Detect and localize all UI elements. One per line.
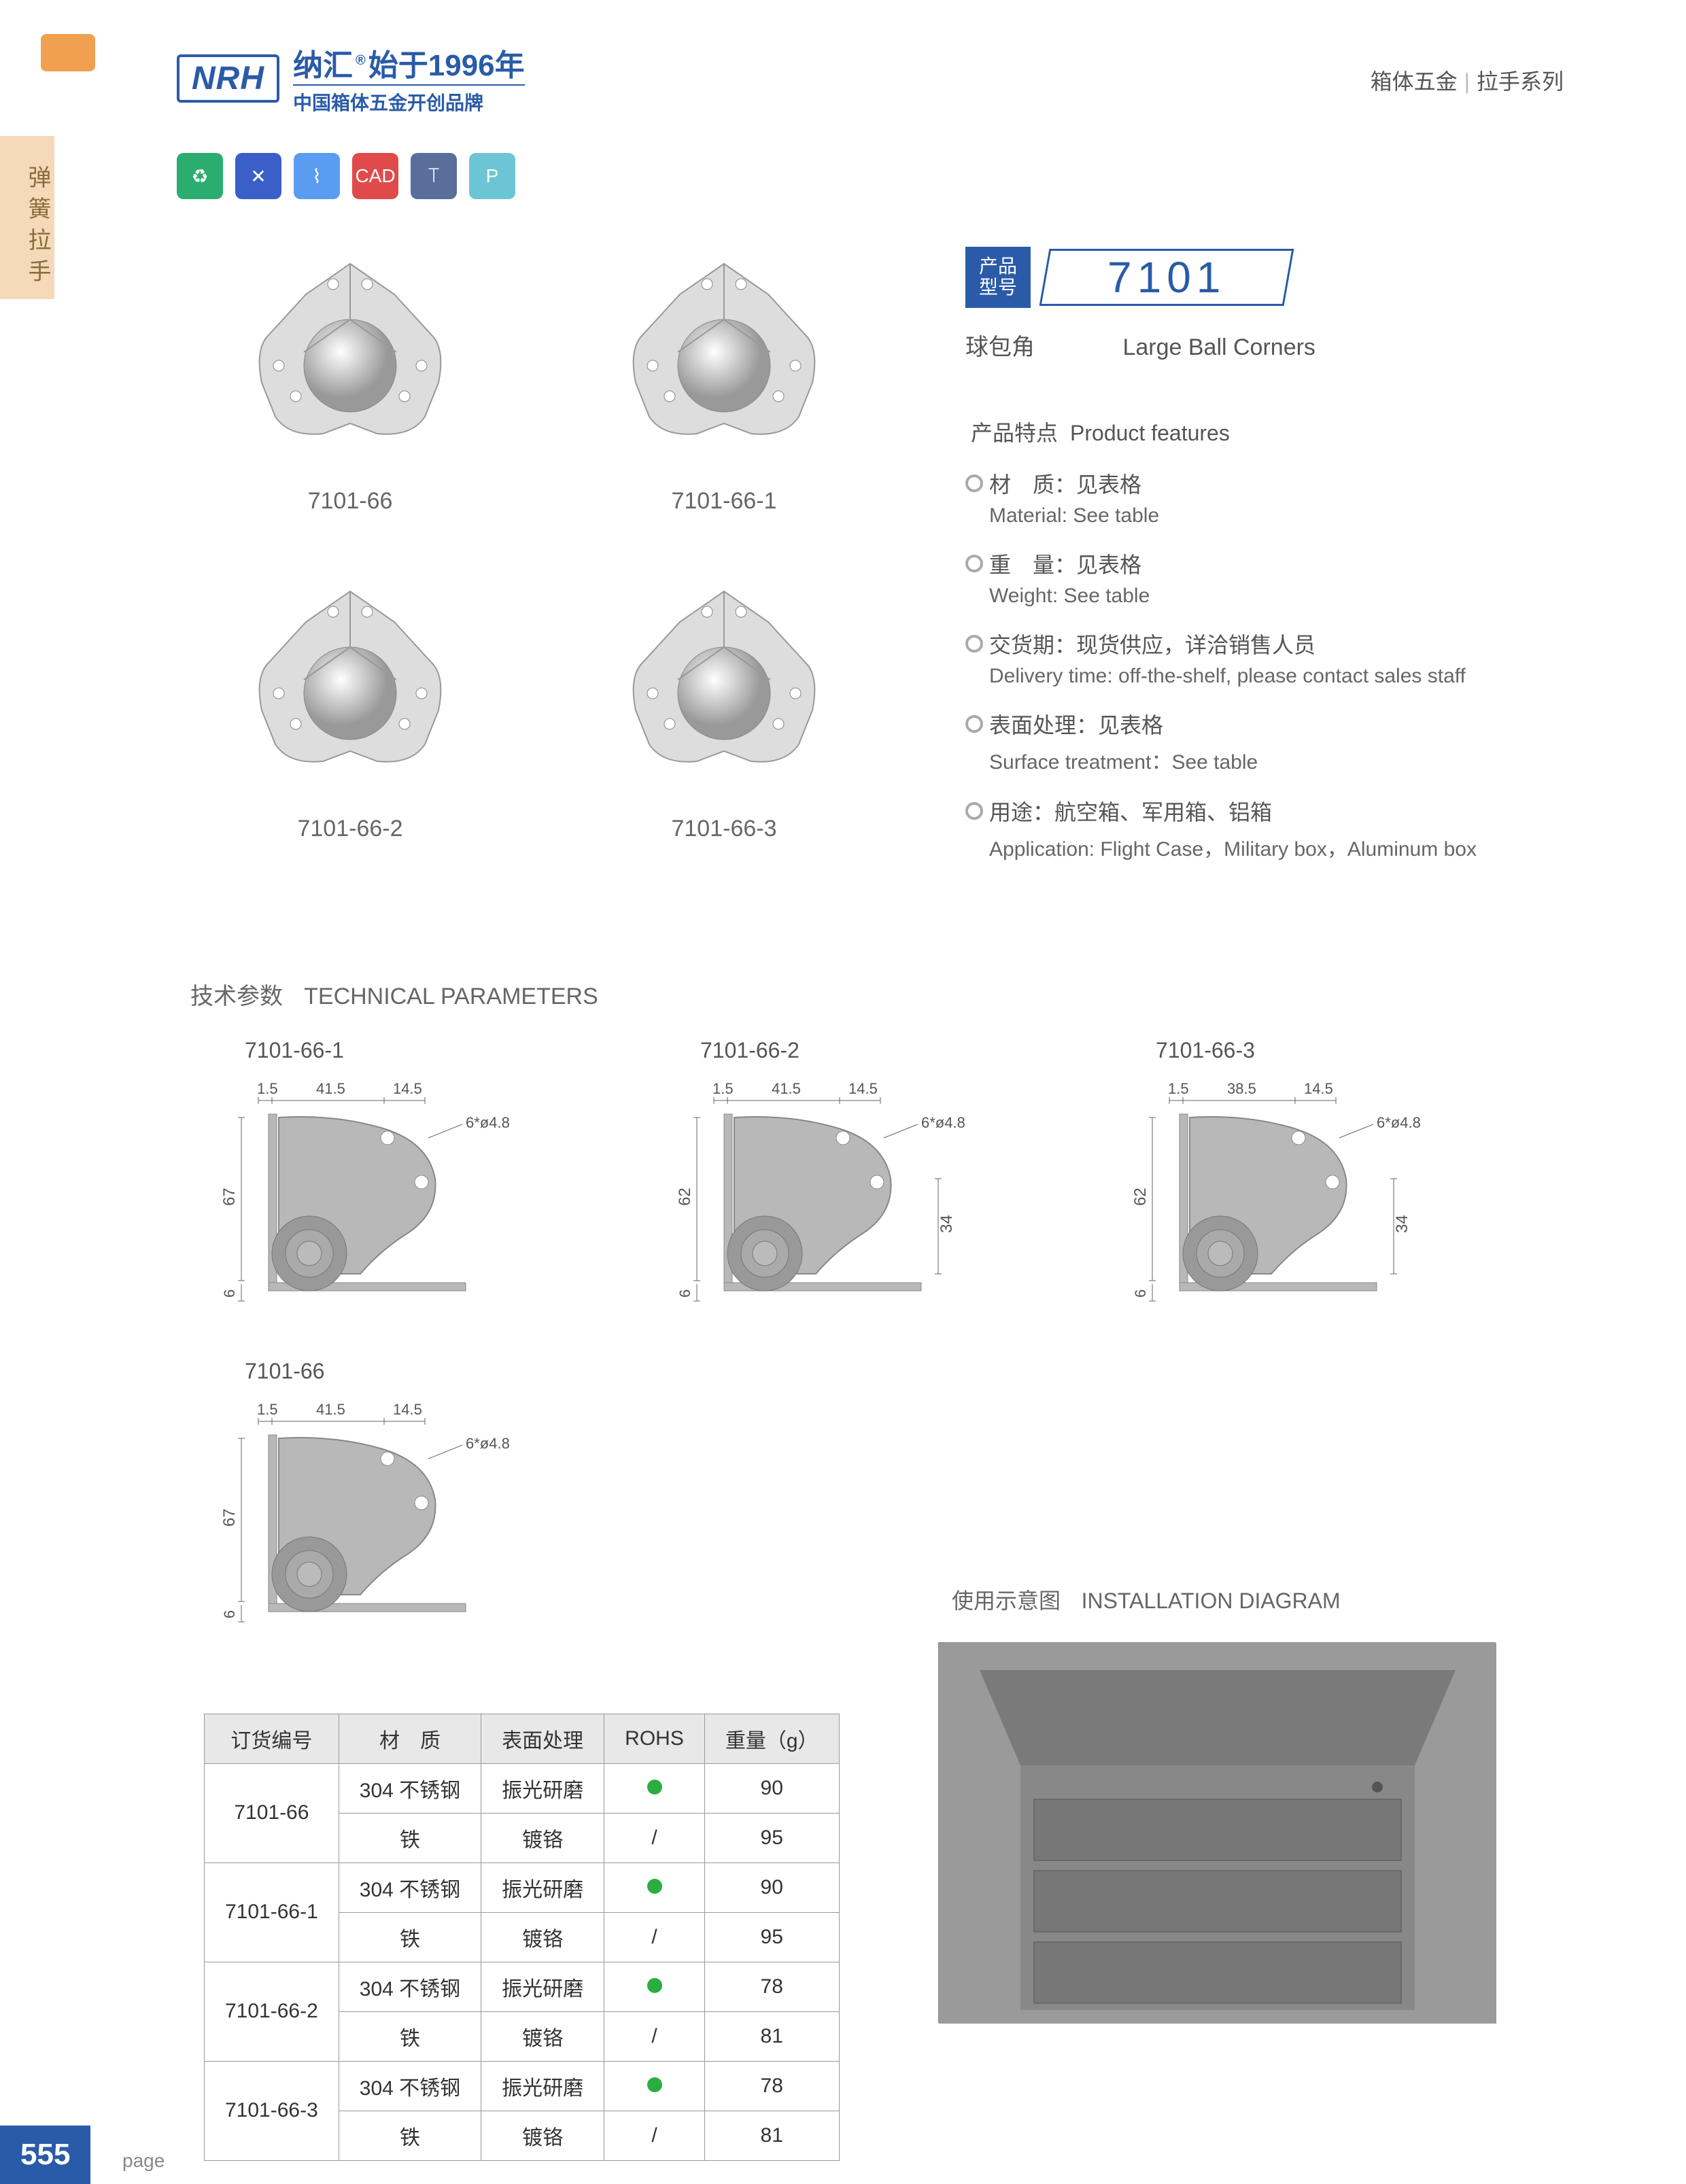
tech-params-title: 技术参数 TECHNICAL PARAMETERS (177, 977, 1604, 1011)
svg-text:6*ø4.8: 6*ø4.8 (466, 1114, 510, 1131)
install-section: 使用示意图 INSTALLATION DIAGRAM (938, 1584, 1550, 2023)
product-label: 7101-66 (177, 488, 523, 515)
diagram-label: 7101-66-1 (245, 1038, 557, 1063)
feature-item: 用途：航空箱、军用箱、铝箱Application: Flight Case，Mi… (965, 795, 1577, 862)
svg-text:41.5: 41.5 (316, 1080, 345, 1097)
page-number: 555 (0, 2126, 90, 2184)
spec-table: 订货编号材 质表面处理ROHS重量（g） 7101-66304 不锈钢振光研磨9… (204, 1714, 840, 2161)
svg-text:14.5: 14.5 (393, 1080, 422, 1097)
product-item: 7101-66-3 (551, 574, 897, 882)
feature-icons-row: ♻ ✕ ⌇ CAD ⟙ P (177, 153, 1604, 199)
feature-icon: P (469, 153, 515, 199)
brand-sub: 中国箱体五金开创品牌 (293, 84, 525, 116)
rohs-dot (647, 1879, 662, 1894)
rohs-dot (647, 1978, 662, 1993)
feature-icon: ⌇ (294, 153, 340, 199)
feature-item: 材 质：见表格Material: See table (965, 468, 1577, 527)
model-names: 球包角 Large Ball Corners (965, 328, 1577, 362)
product-image (602, 247, 846, 471)
product-label: 7101-66-2 (177, 816, 523, 842)
svg-text:6: 6 (676, 1289, 693, 1297)
cat2: 拉手系列 (1477, 69, 1564, 94)
table-header: 材 质 (339, 1714, 481, 1763)
diagram-label: 7101-66-3 (1156, 1038, 1468, 1063)
brand-text: 纳汇®始于1996年 中国箱体五金开创品牌 (293, 41, 525, 116)
feature-icon: CAD (352, 153, 398, 199)
diagram-label: 7101-66-2 (700, 1038, 1013, 1063)
table-row: 7101-66-1304 不锈钢振光研磨90 (205, 1862, 840, 1912)
svg-text:1.5: 1.5 (712, 1080, 734, 1097)
model-number: 7101 (1039, 249, 1294, 306)
svg-text:14.5: 14.5 (393, 1401, 422, 1418)
cat1: 箱体五金 (1371, 69, 1458, 94)
page-text: page (122, 2150, 165, 2172)
product-grid: 7101-66 7101-66-1 7101-66-2 (177, 247, 897, 882)
table-row: 7101-66304 不锈钢振光研磨90 (205, 1763, 840, 1813)
brand-reg: ® (356, 53, 366, 68)
feature-icon: ♻ (177, 153, 223, 199)
svg-text:41.5: 41.5 (772, 1080, 801, 1097)
product-item: 7101-66-1 (551, 247, 897, 554)
svg-text:6: 6 (221, 1289, 238, 1297)
feature-icon: ⟙ (411, 153, 457, 199)
svg-text:1.5: 1.5 (257, 1401, 278, 1418)
svg-text:38.5: 38.5 (1227, 1080, 1256, 1097)
product-item: 7101-66 (177, 247, 523, 554)
brand-cn: 纳汇 (293, 49, 353, 82)
svg-text:67: 67 (220, 1188, 239, 1206)
svg-text:6: 6 (221, 1610, 238, 1618)
features-title: 产品特点 Product features (965, 416, 1577, 447)
spec-table-body: 7101-66304 不锈钢振光研磨90铁镀铬/957101-66-1304 不… (205, 1763, 840, 2160)
svg-text:34: 34 (937, 1215, 956, 1233)
product-item: 7101-66-2 (177, 574, 523, 882)
table-row: 7101-66-3304 不锈钢振光研磨78 (205, 2061, 840, 2111)
product-image (228, 574, 472, 799)
svg-text:34: 34 (1393, 1215, 1411, 1233)
table-row: 7101-66-2304 不锈钢振光研磨78 (205, 1962, 840, 2011)
tech-diagram: 7101-66-3 1.5 38.5 14.5 6*ø4.8 62 6 34 (1115, 1038, 1468, 1338)
product-info: 产品 型号 7101 球包角 Large Ball Corners 产品特点 P… (965, 247, 1577, 882)
svg-text:1.5: 1.5 (1168, 1080, 1189, 1097)
svg-text:6*ø4.8: 6*ø4.8 (921, 1114, 965, 1131)
svg-text:62: 62 (676, 1188, 694, 1206)
top-category-icon (41, 34, 95, 71)
header-category: 箱体五金|拉手系列 (1371, 65, 1564, 96)
table-header: 重量（g） (704, 1714, 839, 1763)
feature-list: 材 质：见表格Material: See table 重 量：见表格Weight:… (965, 468, 1577, 862)
side-tab: 弹簧拉手 (0, 136, 54, 299)
rohs-dot (647, 1780, 662, 1795)
svg-text:14.5: 14.5 (1304, 1080, 1333, 1097)
diagram-4: 7101-66 1.5 41.5 14.5 6*ø4.8 67 6 (204, 1359, 557, 1659)
product-image (228, 247, 472, 471)
product-image (602, 574, 846, 799)
svg-text:62: 62 (1131, 1188, 1150, 1206)
svg-text:67: 67 (220, 1508, 239, 1527)
spec-table-header: 订货编号材 质表面处理ROHS重量（g） (205, 1714, 840, 1763)
svg-text:6: 6 (1132, 1289, 1149, 1297)
install-title: 使用示意图 INSTALLATION DIAGRAM (938, 1584, 1550, 1615)
svg-text:14.5: 14.5 (848, 1080, 878, 1097)
feature-icon: ✕ (235, 153, 281, 199)
svg-text:6*ø4.8: 6*ø4.8 (466, 1435, 510, 1452)
tech-diagram: 7101-66-1 1.5 41.5 14.5 6*ø4.8 67 6 (204, 1038, 557, 1338)
tech-diagram: 7101-66-2 1.5 41.5 14.5 6*ø4.8 62 6 34 (659, 1038, 1013, 1338)
feature-item: 交货期：现货供应，详洽销售人员Delivery time: off-the-sh… (965, 628, 1577, 688)
logo: NRH (177, 54, 279, 103)
svg-text:6*ø4.8: 6*ø4.8 (1377, 1114, 1421, 1131)
product-label: 7101-66-1 (551, 488, 897, 515)
model-tag: 产品 型号 (965, 247, 1031, 308)
install-diagram-image (938, 1642, 1496, 2023)
feature-item: 重 量：见表格Weight: See table (965, 548, 1577, 608)
feature-item: 表面处理：见表格Surface treatment：See table (965, 708, 1577, 775)
brand-since: 始于1996年 (368, 49, 525, 82)
diagram-label: 7101-66 (245, 1359, 557, 1384)
table-header: 订货编号 (205, 1714, 339, 1763)
rohs-dot (647, 2077, 662, 2092)
diagrams-row: 7101-66-1 1.5 41.5 14.5 6*ø4.8 67 6 7101… (204, 1038, 1564, 1338)
svg-text:41.5: 41.5 (316, 1401, 345, 1418)
product-label: 7101-66-3 (551, 816, 897, 842)
table-header: 表面处理 (481, 1714, 604, 1763)
svg-text:1.5: 1.5 (257, 1080, 278, 1097)
table-header: ROHS (604, 1714, 705, 1763)
